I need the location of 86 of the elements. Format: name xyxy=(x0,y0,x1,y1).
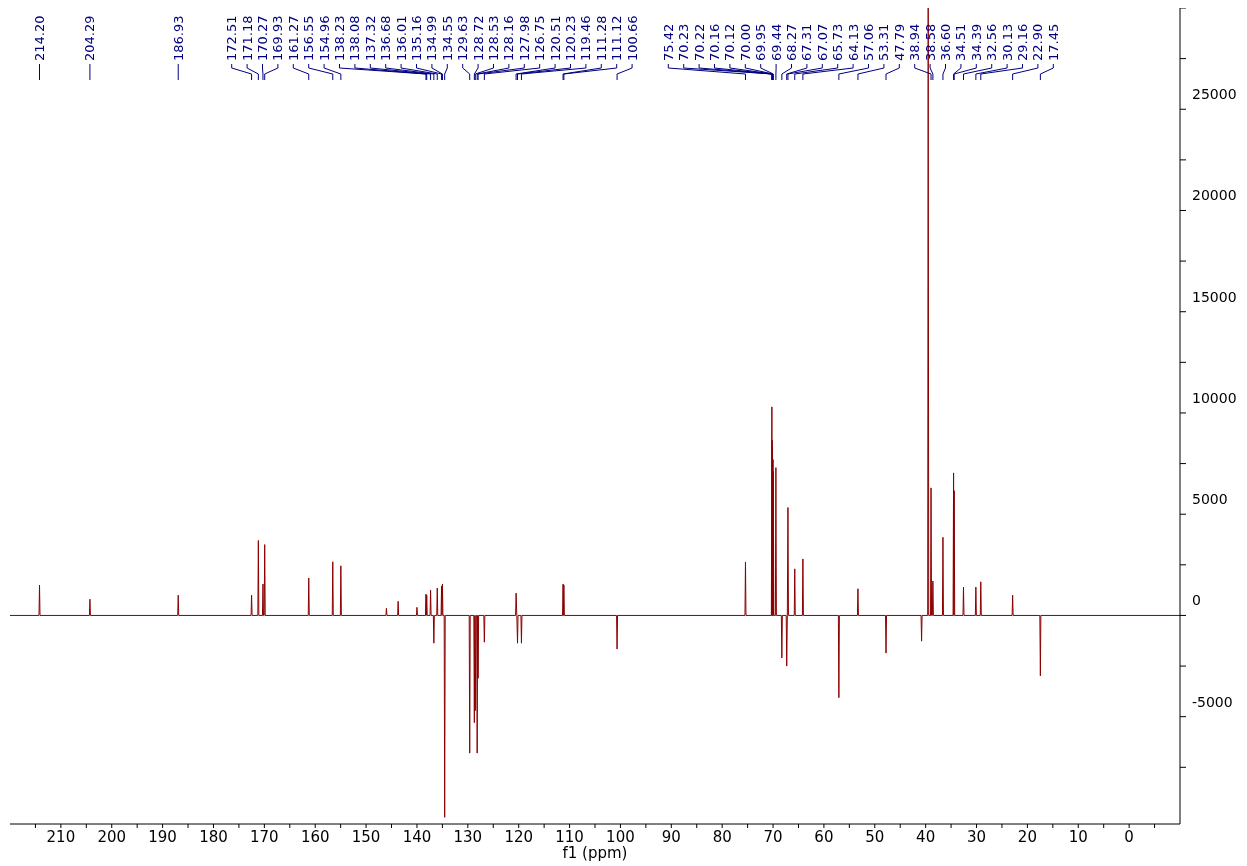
annotation: 120.23 xyxy=(563,15,579,61)
annotation: 57.06 xyxy=(861,23,877,61)
annotation: 171.18 xyxy=(239,15,255,61)
annotation: 138.23 xyxy=(332,15,348,61)
annotation: 69.95 xyxy=(753,23,769,61)
annotation: 169.93 xyxy=(270,15,286,61)
annotation: 65.73 xyxy=(830,23,846,61)
x-tick-label: 40 xyxy=(916,828,936,846)
annotation: 129.63 xyxy=(455,15,471,61)
x-tick-label: 60 xyxy=(814,828,834,846)
annotation: 128.53 xyxy=(486,15,502,61)
x-tick-label: 190 xyxy=(148,828,177,846)
x-tick-label: 10 xyxy=(1068,828,1088,846)
annotation: 172.51 xyxy=(224,15,240,61)
annotation: 17.45 xyxy=(1045,23,1061,61)
annotation: 64.13 xyxy=(845,23,861,61)
x-tick-label: 130 xyxy=(453,828,483,846)
annotation: 30.13 xyxy=(999,23,1015,61)
annotation: 70.12 xyxy=(722,23,738,61)
annotation: 134.55 xyxy=(439,15,455,61)
annotation: 34.51 xyxy=(953,23,969,61)
annotation: 161.27 xyxy=(285,15,301,61)
annotation: 68.27 xyxy=(784,23,800,61)
annotation: 170.27 xyxy=(255,15,271,61)
annotation: 69.44 xyxy=(768,23,784,61)
y-tick-label: 15000 xyxy=(1192,288,1237,305)
annotation: 156.55 xyxy=(301,15,317,61)
annotation: 70.23 xyxy=(676,23,692,61)
y-tick-label: 25000 xyxy=(1192,86,1237,103)
x-tick-label: 150 xyxy=(351,828,381,846)
annotation: 70.22 xyxy=(691,23,707,61)
x-tick-label: 100 xyxy=(606,828,635,846)
annotation: 135.16 xyxy=(409,15,425,61)
x-tick-label: 0 xyxy=(1124,828,1134,846)
x-tick-label: 120 xyxy=(504,828,534,846)
annotation: 47.79 xyxy=(891,23,907,61)
annotation: 67.07 xyxy=(814,23,830,61)
annotation: 111.28 xyxy=(593,15,609,61)
x-tick-label: 160 xyxy=(300,828,330,846)
annotation: 38.94 xyxy=(907,23,923,61)
annotation: 75.42 xyxy=(660,23,676,61)
annotation: 134.99 xyxy=(424,15,440,61)
x-tick-label: 110 xyxy=(555,828,584,846)
annotation: 214.20 xyxy=(32,15,48,61)
x-tick-label: 70 xyxy=(763,828,783,846)
annotation: 137.32 xyxy=(362,15,378,61)
annotation: 154.96 xyxy=(316,15,332,61)
x-tick-label: 200 xyxy=(97,828,127,846)
x-tick-label: 170 xyxy=(250,828,279,846)
annotation: 127.98 xyxy=(516,15,532,61)
annotation: 32.56 xyxy=(984,23,1000,61)
annotation: 136.68 xyxy=(378,15,394,61)
y-tick-label: 10000 xyxy=(1192,389,1237,406)
annotation: 128.72 xyxy=(470,15,486,61)
x-tick-label: 140 xyxy=(402,828,432,846)
annotation: 136.01 xyxy=(393,15,409,61)
annotation: 36.60 xyxy=(938,23,954,61)
annotation: 204.29 xyxy=(82,15,98,61)
annotation: 67.31 xyxy=(799,23,815,61)
annotation: 29.16 xyxy=(1015,23,1031,61)
annotation: 119.46 xyxy=(578,15,594,61)
annotation: 120.51 xyxy=(547,15,563,61)
x-tick-label: 180 xyxy=(199,828,228,846)
x-tick-label: 90 xyxy=(661,828,681,846)
annotation: 70.16 xyxy=(707,23,723,61)
x-tick-label: 50 xyxy=(865,828,885,846)
annotation: 22.90 xyxy=(1030,23,1046,61)
annotation: 38.58 xyxy=(922,23,938,61)
y-tick-label: -5000 xyxy=(1192,693,1233,710)
annotation: 138.08 xyxy=(347,15,363,61)
annotation: 186.93 xyxy=(170,15,186,61)
x-tick-label: 80 xyxy=(712,828,732,846)
annotation: 70.00 xyxy=(737,23,753,61)
annotation: 100.66 xyxy=(624,15,640,61)
x-tick-label: 210 xyxy=(46,828,76,846)
y-tick-label: 20000 xyxy=(1192,187,1237,204)
annotation: 53.31 xyxy=(876,23,892,61)
y-tick-label: 0 xyxy=(1192,592,1201,609)
annotation: 34.39 xyxy=(968,23,984,61)
y-tick-label: 5000 xyxy=(1192,491,1228,508)
x-tick-label: 20 xyxy=(1017,828,1037,846)
x-tick-label: 30 xyxy=(966,828,987,846)
annotation: 111.12 xyxy=(609,15,625,61)
annotation: 126.75 xyxy=(532,15,548,61)
x-axis-title: f1 (ppm) xyxy=(562,844,628,862)
annotation: 128.16 xyxy=(501,15,517,61)
